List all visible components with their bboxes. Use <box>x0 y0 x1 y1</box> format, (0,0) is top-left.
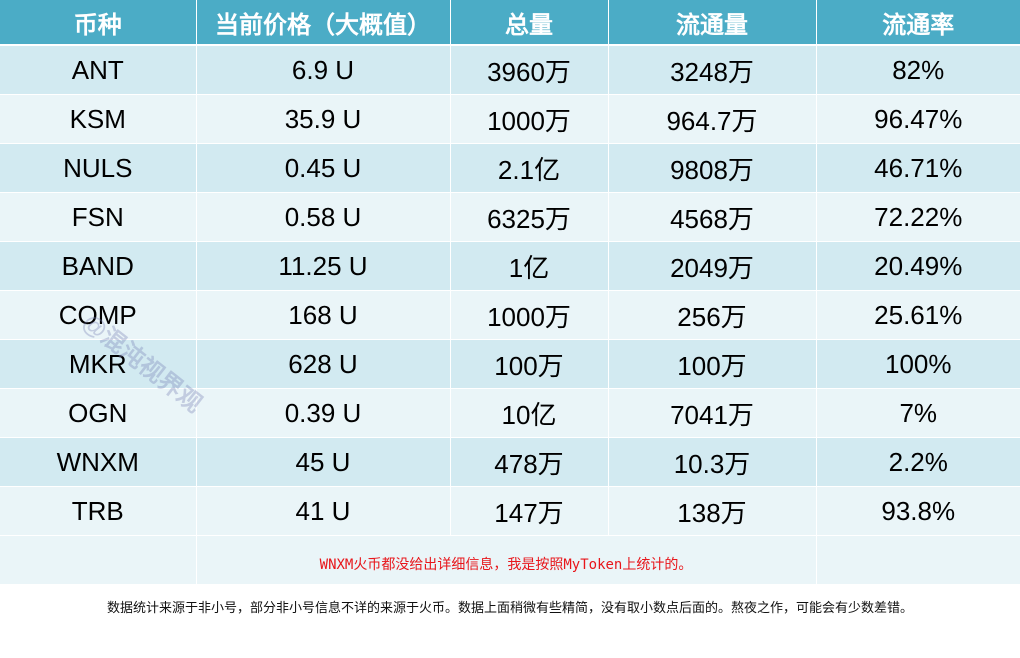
cell-coin: FSN <box>0 192 197 242</box>
header-total-supply: 总量 <box>450 0 609 46</box>
cell-circulating-supply: 7041万 <box>608 388 817 438</box>
note-spacer-cell <box>816 535 1020 585</box>
table-row: FSN 0.58 U 6325万 4568万 72.22% <box>0 192 1020 242</box>
cell-circulating-supply: 256万 <box>608 290 817 340</box>
table-row: TRB 41 U 147万 138万 93.8% <box>0 486 1020 536</box>
table-row: BAND 11.25 U 1亿 2049万 20.49% <box>0 241 1020 291</box>
cell-circulation-rate: 7% <box>816 388 1020 438</box>
cell-price: 0.58 U <box>196 192 451 242</box>
wnxm-note: WNXM火币都没给出详细信息，我是按照MyToken上统计的。 <box>319 556 693 573</box>
table-row: ANT 6.9 U 3960万 3248万 82% <box>0 45 1020 95</box>
cell-circulation-rate: 100% <box>816 339 1020 389</box>
cell-total-supply: 478万 <box>450 437 609 487</box>
cell-total-supply: 147万 <box>450 486 609 536</box>
cell-circulation-rate: 2.2% <box>816 437 1020 487</box>
cell-price: 0.45 U <box>196 143 451 193</box>
cell-price: 11.25 U <box>196 241 451 291</box>
table-row: WNXM 45 U 478万 10.3万 2.2% <box>0 437 1020 487</box>
cell-circulation-rate: 96.47% <box>816 94 1020 144</box>
note-cell: WNXM火币都没给出详细信息，我是按照MyToken上统计的。 <box>196 535 817 585</box>
table-row: OGN 0.39 U 10亿 7041万 7% <box>0 388 1020 438</box>
cell-coin: MKR <box>0 339 197 389</box>
cell-price: 35.9 U <box>196 94 451 144</box>
cell-circulating-supply: 100万 <box>608 339 817 389</box>
cell-coin: OGN <box>0 388 197 438</box>
cell-coin: KSM <box>0 94 197 144</box>
cell-circulating-supply: 2049万 <box>608 241 817 291</box>
cell-circulating-supply: 138万 <box>608 486 817 536</box>
table-row: COMP 168 U 1000万 256万 25.61% <box>0 290 1020 340</box>
cell-price: 41 U <box>196 486 451 536</box>
cell-total-supply: 6325万 <box>450 192 609 242</box>
table-header: 币种 当前价格（大概值） 总量 流通量 流通率 <box>0 0 1020 46</box>
cell-coin: TRB <box>0 486 197 536</box>
cell-circulation-rate: 82% <box>816 45 1020 95</box>
table-row: NULS 0.45 U 2.1亿 9808万 46.71% <box>0 143 1020 193</box>
header-price: 当前价格（大概值） <box>196 0 451 46</box>
cell-circulating-supply: 10.3万 <box>608 437 817 487</box>
cell-coin: WNXM <box>0 437 197 487</box>
cell-total-supply: 2.1亿 <box>450 143 609 193</box>
cell-total-supply: 1000万 <box>450 290 609 340</box>
coin-table: 币种 当前价格（大概值） 总量 流通量 流通率 ANT 6.9 U 3960万 324… <box>0 0 1020 585</box>
cell-circulating-supply: 964.7万 <box>608 94 817 144</box>
cell-circulating-supply: 3248万 <box>608 45 817 95</box>
header-circulating-supply: 流通量 <box>608 0 817 46</box>
table-body: ANT 6.9 U 3960万 3248万 82% KSM 35.9 U 1000万 964.7… <box>0 45 1020 585</box>
cell-circulation-rate: 25.61% <box>816 290 1020 340</box>
cell-price: 628 U <box>196 339 451 389</box>
table-row: KSM 35.9 U 1000万 964.7万 96.47% <box>0 94 1020 144</box>
cell-circulation-rate: 20.49% <box>816 241 1020 291</box>
cell-circulating-supply: 4568万 <box>608 192 817 242</box>
header-circulation-rate: 流通率 <box>816 0 1020 46</box>
footer-note: 数据统计来源于非小号，部分非小号信息不详的来源于火币。数据上面稍微有些精简，没有… <box>106 601 913 616</box>
cell-circulation-rate: 93.8% <box>816 486 1020 536</box>
cell-total-supply: 100万 <box>450 339 609 389</box>
cell-total-supply: 3960万 <box>450 45 609 95</box>
cell-price: 168 U <box>196 290 451 340</box>
cell-total-supply: 1000万 <box>450 94 609 144</box>
cell-total-supply: 10亿 <box>450 388 609 438</box>
cell-coin: NULS <box>0 143 197 193</box>
header-row: 币种 当前价格（大概值） 总量 流通量 流通率 <box>0 0 1020 46</box>
cell-price: 0.39 U <box>196 388 451 438</box>
header-coin: 币种 <box>0 0 197 46</box>
cell-coin: BAND <box>0 241 197 291</box>
cell-circulation-rate: 46.71% <box>816 143 1020 193</box>
cell-price: 45 U <box>196 437 451 487</box>
cell-coin: COMP <box>0 290 197 340</box>
cell-total-supply: 1亿 <box>450 241 609 291</box>
cell-coin: ANT <box>0 45 197 95</box>
cell-price: 6.9 U <box>196 45 451 95</box>
note-spacer-cell <box>0 535 197 585</box>
note-row: WNXM火币都没给出详细信息，我是按照MyToken上统计的。 <box>0 535 1020 585</box>
cell-circulation-rate: 72.22% <box>816 192 1020 242</box>
table-row: MKR 628 U 100万 100万 100% <box>0 339 1020 389</box>
cell-circulating-supply: 9808万 <box>608 143 817 193</box>
